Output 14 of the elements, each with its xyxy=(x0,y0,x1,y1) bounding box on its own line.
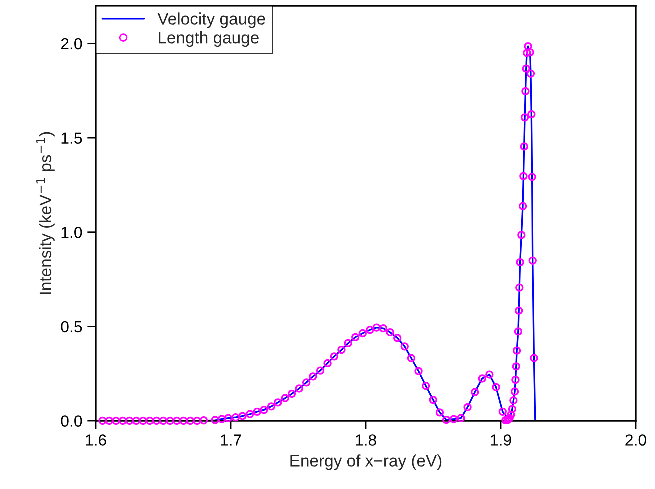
x-axis-title: Energy of x−ray (eV) xyxy=(290,454,442,470)
x-tick-label: 1.8 xyxy=(356,434,376,446)
y-tick-label: 1.0 xyxy=(62,227,82,238)
y-tick-label: 1.5 xyxy=(62,132,82,144)
x-tick-label: 1.9 xyxy=(491,434,512,446)
x-tick-label: 2.0 xyxy=(626,434,646,446)
y-axis-title: Intensity (keV$^{−1}$ ps$^{−1}$) xyxy=(36,132,55,294)
legend-label: Length gauge xyxy=(159,32,259,48)
x-tick-label: 1.6 xyxy=(86,434,106,446)
y-tick-label: 0.0 xyxy=(61,416,82,427)
y-tick-label: 2.0 xyxy=(61,38,82,50)
y-tick-label: 0.5 xyxy=(61,321,82,333)
x-tick-label: 1.7 xyxy=(221,434,242,446)
legend-label: Velocity gauge xyxy=(158,12,266,28)
